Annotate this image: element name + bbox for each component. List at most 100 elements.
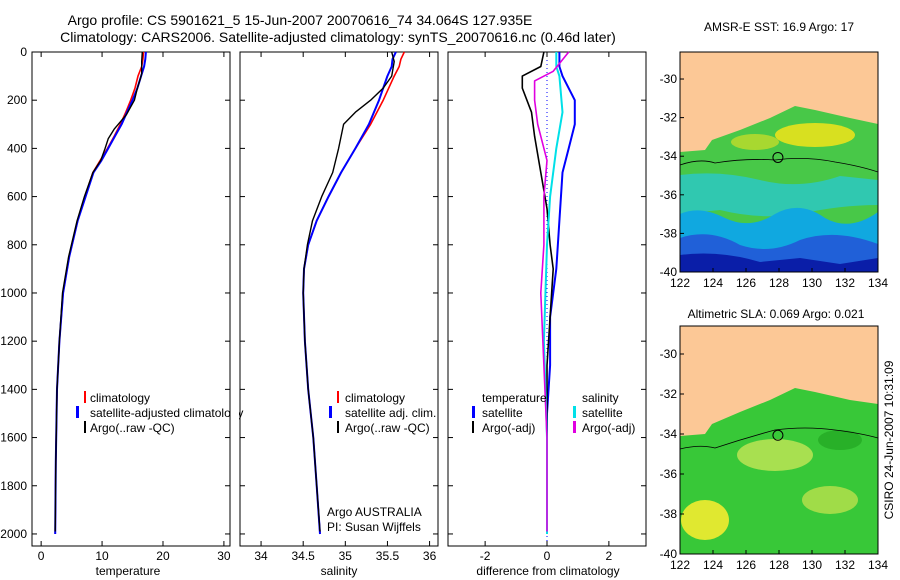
x-tick-label: 34 <box>254 549 268 563</box>
y-tick-label: 1000 <box>0 286 27 300</box>
y-tick-label: 1200 <box>0 334 27 348</box>
x-tick-label: 0 <box>38 549 45 563</box>
legend-temp-satellite: satellite <box>482 406 523 420</box>
y-tick-label: 2000 <box>0 527 27 541</box>
sla-high-patch <box>737 439 813 471</box>
argo-australia-annotation: Argo AUSTRALIA <box>327 505 422 519</box>
lon-tick-label: 126 <box>736 276 756 290</box>
sla-map-title: Altimetric SLA: 0.069 Argo: 0.021 <box>688 307 865 321</box>
lon-tick-label: 134 <box>868 276 888 290</box>
sla-low-patch <box>818 430 862 450</box>
series-line-satellite <box>54 51 147 535</box>
lon-tick-label: 126 <box>736 558 756 572</box>
legend-climatology: climatology <box>90 391 150 405</box>
lon-tick-label: 130 <box>802 558 822 572</box>
sla-high-patch <box>681 500 729 540</box>
sst-warm-patch <box>731 134 779 150</box>
legend-title-salinity: salinity <box>582 391 619 405</box>
sst-map-title: AMSR-E SST: 16.9 Argo: 17 <box>704 20 854 34</box>
lat-tick-label: -36 <box>660 467 678 481</box>
sst-profile-marker <box>772 151 784 163</box>
temperature-xticks: 0 10 20 30 <box>38 52 231 563</box>
temperature-legend: climatology satellite-adjusted climatolo… <box>76 391 243 435</box>
lon-tick-label: 122 <box>670 276 690 290</box>
sla-profile-marker <box>772 429 784 441</box>
lat-tick-label: -34 <box>660 427 678 441</box>
series-line-climatology <box>302 51 406 535</box>
salinity-panel: 34 34.5 35 35.5 36 salinity climatology sate… <box>239 51 439 578</box>
y-tick-label: 0 <box>20 45 27 59</box>
salinity-axes-frame <box>239 51 439 547</box>
x-tick-label: 20 <box>156 549 170 563</box>
y-tick-label: 200 <box>7 93 27 107</box>
legend-argo: Argo(..raw -QC) <box>345 421 430 435</box>
sst-map-panel: AMSR-E SST: 16.9 Argo: 17 122 124 126 128 13… <box>660 20 889 290</box>
salinity-series <box>302 51 406 535</box>
sla-map-image <box>680 326 878 554</box>
y-tick-label: 1400 <box>0 382 27 396</box>
series-line-satellite <box>302 51 397 535</box>
difference-series <box>521 51 576 546</box>
sla-map-panel: Altimetric SLA: 0.069 Argo: 0.021 122 124… <box>660 307 889 572</box>
lon-tick-label: 124 <box>703 276 723 290</box>
sst-warm-patch <box>775 123 855 147</box>
legend-sal-satellite: satellite <box>582 406 623 420</box>
series-line-argo <box>302 51 395 532</box>
difference-xticks: -2 0 2 <box>480 52 613 563</box>
y-tick-label: 1600 <box>0 431 27 445</box>
x-tick-label: 36 <box>423 549 437 563</box>
legend-swatch-climatology <box>84 391 86 403</box>
lat-tick-label: -38 <box>660 226 678 240</box>
lat-tick-label: -32 <box>660 387 678 401</box>
lon-tick-label: 132 <box>835 558 855 572</box>
x-tick-label: 2 <box>606 549 613 563</box>
legend-swatch-satellite <box>76 406 79 418</box>
lon-tick-label: 134 <box>868 558 888 572</box>
lon-tick-label: 130 <box>802 276 822 290</box>
lat-tick-label: -36 <box>660 188 678 202</box>
y-tick-label: 800 <box>7 238 27 252</box>
lon-tick-label: 124 <box>703 558 723 572</box>
lat-tick-label: -40 <box>660 265 678 279</box>
series-line-argo <box>54 51 143 532</box>
series-line-salinity-argo <box>533 51 570 532</box>
lat-tick-label: -38 <box>660 507 678 521</box>
temperature-xlabel: temperature <box>96 564 161 578</box>
legend-sal-argo: Argo(-adj) <box>582 421 635 435</box>
lon-tick-label: 128 <box>769 558 789 572</box>
x-tick-label: 0 <box>544 549 551 563</box>
salinity-xlabel: salinity <box>321 564 358 578</box>
temperature-axes-frame <box>31 51 231 547</box>
x-tick-label: 30 <box>217 549 231 563</box>
difference-panel: -2 0 2 difference from climatology tempera… <box>447 51 647 578</box>
x-tick-label: 35 <box>339 549 353 563</box>
lon-tick-label: 128 <box>769 276 789 290</box>
credit-timestamp: CSIRO 24-Jun-2007 10:31:09 <box>882 360 896 519</box>
legend-argo: Argo(..raw -QC) <box>90 421 175 435</box>
legend-swatch-sal-argo <box>573 421 576 433</box>
lat-tick-label: -32 <box>660 111 678 125</box>
lon-tick-label: 122 <box>670 558 690 572</box>
y-tick-label: 1800 <box>0 479 27 493</box>
difference-xlabel: difference from climatology <box>476 564 619 578</box>
sst-mid-band <box>680 173 878 217</box>
lat-tick-label: -40 <box>660 547 678 561</box>
legend-title-temperature: temperature <box>482 391 547 405</box>
lon-tick-label: 132 <box>835 276 855 290</box>
x-tick-label: -2 <box>480 549 491 563</box>
legend-satellite: satellite adj. clim. <box>345 406 436 420</box>
figure-title-line2: Climatology: CARS2006. Satellite-adjuste… <box>60 29 616 45</box>
legend-swatch-argo <box>337 421 339 433</box>
legend-swatch-argo <box>84 421 86 433</box>
x-tick-label: 10 <box>95 549 109 563</box>
sst-coldest-band <box>680 253 878 272</box>
sla-high-patch <box>802 486 858 514</box>
legend-swatch-temp-argo <box>472 421 474 433</box>
legend-climatology: climatology <box>345 391 405 405</box>
figure-title-line1: Argo profile: CS 5901621_5 15-Jun-2007 2… <box>68 12 533 28</box>
temperature-panel: 0 10 20 30 02004006008001000120014001600180… <box>0 45 646 578</box>
sst-lon-ticks: 122 124 126 128 130 132 134 <box>670 268 888 290</box>
pi-annotation: PI: Susan Wijffels <box>327 520 421 534</box>
sla-lon-ticks: 122 124 126 128 130 132 134 <box>670 550 888 572</box>
